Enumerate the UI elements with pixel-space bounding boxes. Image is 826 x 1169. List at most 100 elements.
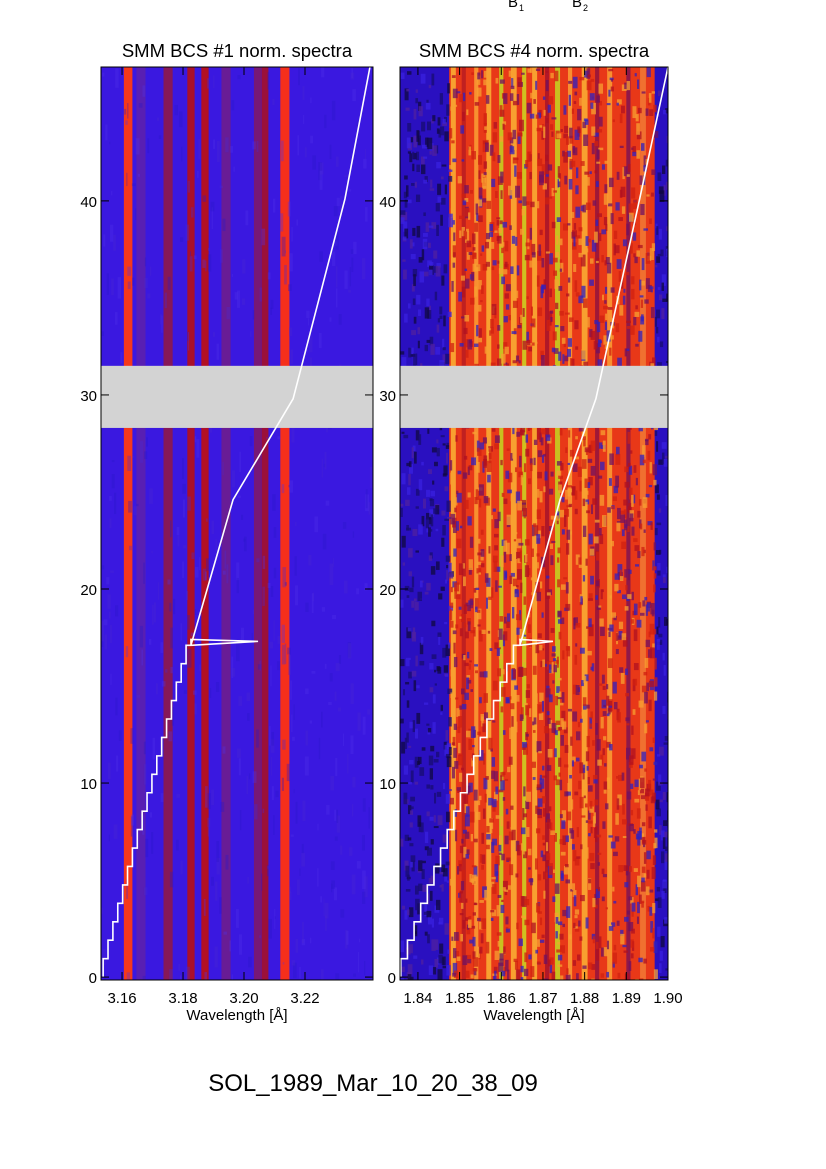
noise-speck bbox=[498, 962, 504, 972]
noise-speck bbox=[539, 712, 544, 721]
noise-speck bbox=[329, 317, 332, 322]
noise-speck bbox=[180, 975, 182, 980]
noise-speck bbox=[624, 481, 630, 488]
x-tick-label: 1.86 bbox=[487, 990, 516, 1007]
noise-speck bbox=[571, 486, 576, 496]
noise-speck bbox=[552, 680, 555, 684]
noise-speck bbox=[523, 463, 527, 473]
noise-speck bbox=[512, 532, 518, 535]
noise-speck bbox=[439, 93, 444, 105]
noise-speck bbox=[231, 274, 233, 277]
noise-speck bbox=[621, 105, 625, 114]
noise-speck bbox=[537, 704, 542, 714]
noise-speck bbox=[410, 806, 414, 810]
noise-speck bbox=[331, 883, 333, 893]
noise-speck bbox=[422, 860, 426, 864]
noise-speck bbox=[572, 960, 577, 966]
noise-speck bbox=[504, 293, 509, 299]
noise-speck bbox=[169, 520, 172, 538]
noise-speck bbox=[574, 926, 578, 929]
spectral-line bbox=[136, 67, 146, 980]
noise-speck bbox=[665, 968, 668, 971]
noise-speck bbox=[582, 704, 587, 710]
noise-speck bbox=[437, 196, 442, 203]
noise-speck bbox=[666, 792, 668, 803]
noise-speck bbox=[490, 318, 494, 329]
noise-speck bbox=[581, 711, 585, 716]
noise-speck bbox=[489, 231, 494, 238]
noise-speck bbox=[568, 178, 573, 190]
noise-speck bbox=[187, 615, 190, 630]
noise-speck bbox=[523, 514, 526, 519]
top-label-sub-2: 2 bbox=[583, 3, 588, 13]
noise-speck bbox=[342, 522, 347, 529]
noise-speck bbox=[608, 478, 612, 486]
noise-speck bbox=[437, 969, 443, 980]
noise-speck bbox=[435, 505, 440, 515]
noise-speck bbox=[139, 625, 144, 648]
noise-speck bbox=[469, 873, 472, 883]
noise-speck bbox=[284, 643, 287, 665]
noise-speck bbox=[365, 494, 370, 512]
noise-speck bbox=[465, 349, 469, 358]
noise-speck bbox=[624, 466, 629, 473]
noise-speck bbox=[556, 511, 560, 519]
noise-speck bbox=[444, 621, 448, 625]
noise-speck bbox=[665, 846, 668, 851]
noise-speck bbox=[652, 737, 656, 744]
noise-speck bbox=[401, 473, 406, 485]
noise-speck bbox=[446, 880, 450, 883]
noise-speck bbox=[639, 295, 644, 298]
noise-speck bbox=[602, 440, 606, 452]
noise-speck bbox=[282, 962, 285, 965]
noise-speck bbox=[450, 513, 456, 525]
noise-speck bbox=[453, 548, 457, 557]
noise-speck bbox=[648, 286, 654, 290]
noise-speck bbox=[308, 554, 312, 566]
noise-speck bbox=[613, 944, 617, 951]
noise-speck bbox=[657, 926, 661, 937]
noise-speck bbox=[273, 567, 277, 579]
noise-speck bbox=[409, 822, 413, 828]
noise-speck bbox=[512, 129, 517, 140]
noise-speck bbox=[413, 135, 418, 148]
noise-speck bbox=[569, 158, 573, 169]
noise-speck bbox=[467, 919, 472, 928]
noise-speck bbox=[597, 213, 603, 218]
noise-speck bbox=[274, 916, 276, 920]
noise-speck bbox=[493, 122, 498, 129]
noise-speck bbox=[563, 577, 568, 580]
noise-speck bbox=[507, 185, 513, 196]
noise-speck bbox=[512, 100, 518, 106]
noise-speck bbox=[581, 680, 584, 687]
noise-speck bbox=[575, 643, 578, 647]
noise-speck bbox=[592, 897, 596, 908]
noise-speck bbox=[288, 484, 290, 488]
noise-speck bbox=[400, 599, 404, 608]
noise-speck bbox=[502, 123, 505, 130]
noise-speck bbox=[520, 475, 523, 486]
noise-speck bbox=[202, 259, 206, 268]
noise-speck bbox=[535, 114, 539, 119]
noise-speck bbox=[644, 438, 649, 442]
noise-speck bbox=[629, 513, 634, 522]
noise-speck bbox=[477, 447, 482, 456]
noise-speck bbox=[445, 794, 451, 804]
noise-speck bbox=[332, 615, 337, 620]
noise-speck bbox=[474, 222, 479, 232]
noise-speck bbox=[658, 633, 663, 638]
noise-speck bbox=[295, 585, 298, 606]
noise-speck bbox=[405, 499, 410, 506]
noise-speck bbox=[577, 721, 581, 728]
noise-speck bbox=[591, 663, 595, 672]
noise-speck bbox=[552, 331, 557, 341]
noise-speck bbox=[574, 508, 578, 515]
noise-speck bbox=[211, 207, 213, 230]
noise-speck bbox=[567, 488, 573, 493]
noise-speck bbox=[549, 964, 553, 974]
noise-speck bbox=[539, 939, 545, 943]
noise-speck bbox=[662, 837, 666, 849]
noise-speck bbox=[486, 790, 491, 793]
noise-speck bbox=[416, 225, 421, 238]
noise-speck bbox=[471, 865, 477, 868]
